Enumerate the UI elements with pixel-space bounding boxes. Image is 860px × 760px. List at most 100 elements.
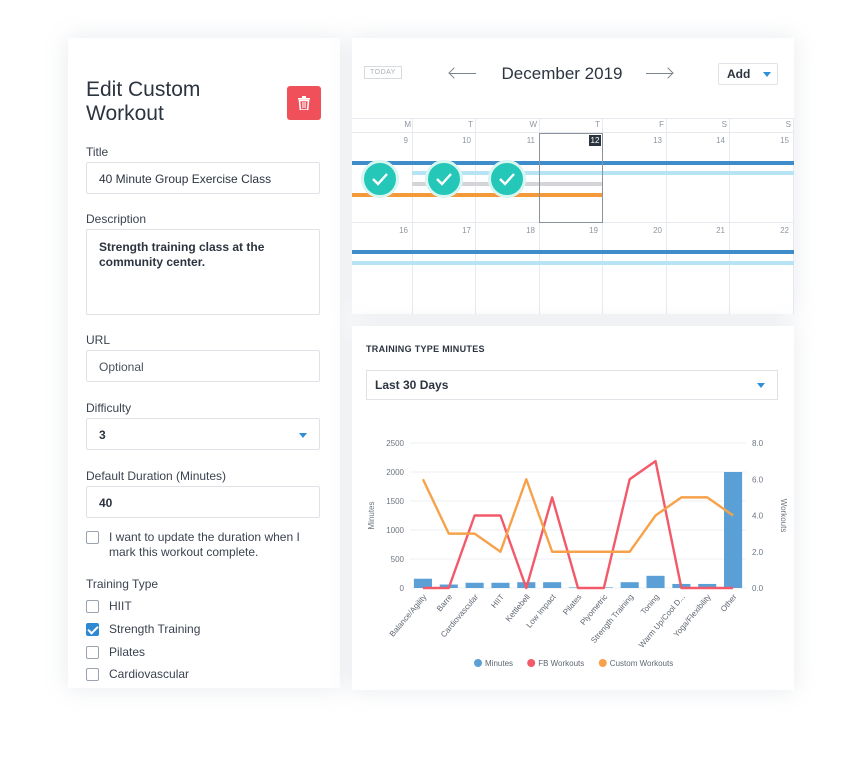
weekday-header: W [529,120,537,129]
duration-input[interactable]: 40 [86,486,320,518]
bar-minutes [620,582,639,588]
edit-workout-panel: Edit Custom Workout Title 40 Minute Grou… [68,38,340,688]
training-type-checkbox[interactable] [86,646,99,659]
chart-title: TRAINING TYPE MINUTES [366,344,485,354]
title-input[interactable]: 40 Minute Group Exercise Class [86,162,320,194]
check-icon[interactable] [425,160,463,198]
day-number[interactable]: 22 [780,226,789,235]
event-bar[interactable] [352,161,794,165]
title-label: Title [86,145,109,159]
weekday-header: F [659,120,664,129]
calendar-grid: M T W T F S S 9 10 11 12 13 14 15 16 17 … [352,118,794,314]
selected-day-outline [539,133,603,223]
training-chart-panel: TRAINING TYPE MINUTES Last 30 Days 0 500 1… [352,326,794,690]
url-input[interactable]: Optional [86,350,320,382]
x-tick-label: Toning [639,593,661,617]
line-fb-workouts [422,459,734,590]
line-custom-workouts [421,478,734,553]
bar-minutes [491,582,510,588]
training-type-checkbox[interactable] [86,600,99,613]
day-number[interactable]: 11 [526,136,535,145]
difficulty-label: Difficulty [86,401,132,415]
day-number[interactable]: 18 [526,226,535,235]
y-axis-title: Minutes [367,501,376,529]
y-tick-label: 1000 [386,526,404,535]
y2-tick-label: 8.0 [752,439,764,448]
legend-label: Minutes [485,659,513,668]
training-type-option-label: Strength Training [109,622,201,636]
difficulty-select[interactable]: 3 [86,418,320,450]
day-number[interactable]: 19 [589,226,598,235]
training-type-option[interactable]: Pilates [86,645,145,659]
weekday-header: S [785,120,791,129]
trash-icon [298,96,310,110]
bar-minutes [543,582,562,588]
today-button[interactable]: TODAY [364,66,402,79]
x-tick-label: Balance/Agility [388,593,429,639]
legend-label: Custom Workouts [610,659,673,668]
day-number[interactable]: 14 [716,136,725,145]
y2-tick-label: 0.0 [752,584,764,593]
training-chart: 0 500 1000 1500 2000 2500 0.0 2.0 4.0 6.0 8.0 Minut… [367,439,788,668]
training-type-checkbox[interactable] [86,668,99,681]
check-icon[interactable] [361,160,399,198]
x-tick-label: Other [719,592,739,613]
bar-minutes [465,582,484,588]
description-textarea[interactable]: Strength training class at the community… [86,229,320,315]
event-bar[interactable] [352,193,602,197]
x-tick-label: Barre [435,592,455,613]
page-title: Edit Custom Workout [86,78,201,125]
event-bar[interactable] [412,171,794,175]
event-bar[interactable] [352,261,794,265]
day-number[interactable]: 9 [403,136,408,145]
day-number[interactable]: 10 [462,136,471,145]
training-type-option-label: Pilates [109,645,146,659]
legend-marker [527,659,536,667]
y2-tick-label: 4.0 [752,512,764,521]
arrow-right-icon[interactable] [646,73,672,74]
description-label: Description [86,212,147,226]
day-number[interactable]: 13 [653,136,662,145]
delete-button[interactable] [287,86,321,120]
calendar-panel: TODAY December 2019 Add M T W T F S S 9 … [352,38,794,314]
training-type-option[interactable]: Cardiovascular [86,667,189,681]
bar-minutes [413,578,432,588]
add-dropdown[interactable]: Add [718,63,778,85]
day-number[interactable]: 20 [653,226,662,235]
x-tick-label: Warm Up/Cool D... [637,593,687,650]
add-label: Add [727,67,751,81]
legend-marker [598,659,607,667]
update-duration-row: I want to update the duration when I mar… [86,530,306,560]
weekday-header: T [468,120,473,129]
y2-tick-label: 2.0 [752,548,764,557]
training-type-option[interactable]: HIIT [86,599,132,613]
day-number[interactable]: 16 [399,226,408,235]
x-tick-label: Pilates [561,593,583,617]
training-type-option[interactable]: Strength Training [86,622,200,636]
day-number-today[interactable]: 12 [589,135,601,146]
arrow-left-icon[interactable] [450,73,476,74]
range-value: Last 30 Days [375,378,449,392]
legend-label: FB Workouts [538,659,584,668]
day-number[interactable]: 21 [716,226,725,235]
update-duration-checkbox[interactable] [86,531,99,544]
y-tick-label: 2500 [386,439,404,448]
bar-minutes [646,575,665,588]
event-bar[interactable] [352,250,794,254]
training-type-checkbox[interactable] [86,623,99,636]
weekday-header: S [721,120,727,129]
y2-axis-title: Workouts [779,499,788,533]
chevron-down-icon [763,72,771,77]
month-title: December 2019 [501,64,623,83]
range-select[interactable]: Last 30 Days [366,370,778,400]
legend-marker [474,659,482,667]
chevron-down-icon [299,433,307,438]
y-tick-label: 0 [400,584,405,593]
check-icon[interactable] [488,160,526,198]
weekday-header: T [595,120,600,129]
x-tick-label: HIIT [489,592,506,609]
training-type-option-label: HIIT [109,599,132,613]
day-number[interactable]: 17 [462,226,471,235]
day-number[interactable]: 15 [780,136,789,145]
y-tick-label: 500 [391,555,405,564]
